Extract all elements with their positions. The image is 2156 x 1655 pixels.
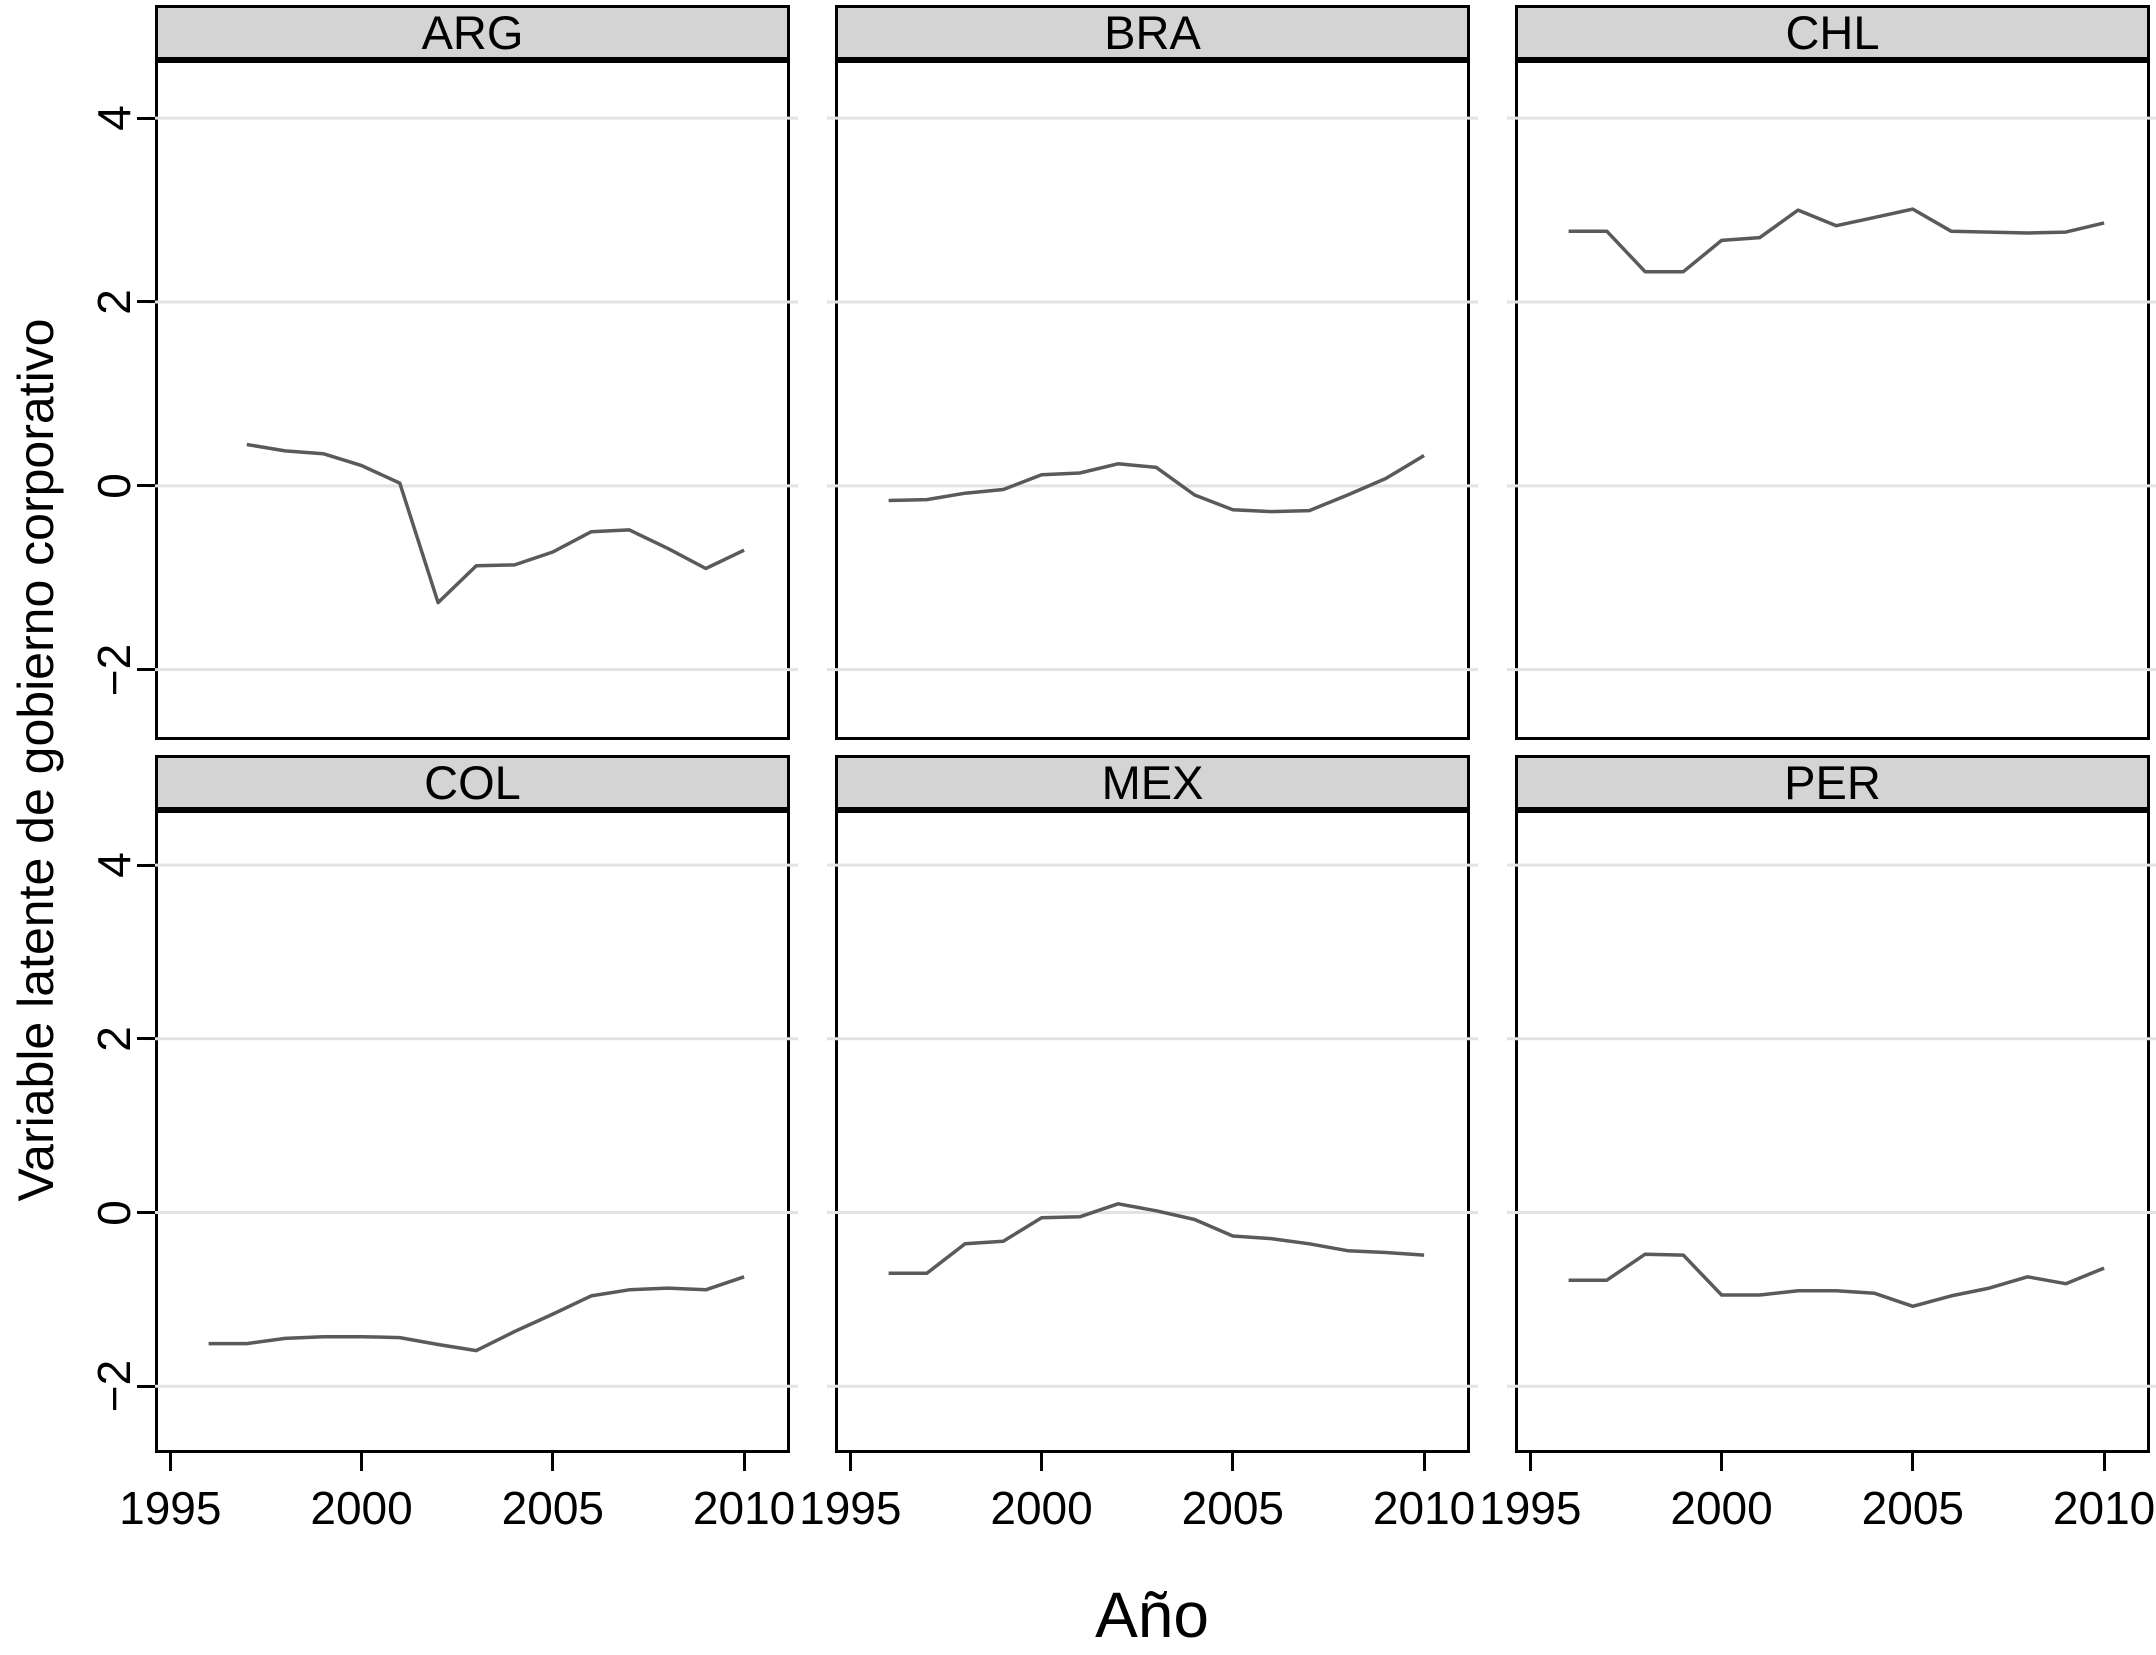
y-axis-tick-label: 4 [88,105,140,131]
facet-panel-arg: ARG 4 2 0 −2 [88,5,798,740]
x-axis-tick-label: 2000 [1670,1482,1773,1534]
y-axis-tick-label: 4 [88,852,140,878]
line-chart-svg [1507,116,2156,672]
x-axis-tick-label: 1995 [799,1482,902,1534]
y-axis-tick-label: 2 [88,289,140,315]
x-axis-tick-label: 2010 [692,1482,796,1534]
x-axis-tick [2102,1453,2106,1471]
facet-header: CHL [1515,5,2150,63]
facet-header: COL [155,755,790,813]
x-axis-tick [848,1453,852,1471]
line-chart-svg [1507,863,2156,1388]
facet-title: PER [1784,756,1881,809]
x-axis-tick [1231,1453,1235,1471]
facet-title: ARG [421,6,524,59]
y-axis-tick [137,863,155,867]
facet-panel-col: COL 4 2 0 −2 1995 2000 2005 2010 [88,755,798,1534]
y-axis-tick [137,116,155,120]
x-axis-tick-label: 2005 [1181,1482,1284,1534]
line-chart-svg [147,863,798,1388]
x-axis-tick [1720,1453,1724,1471]
series-line-chl [1568,207,2105,274]
x-axis-tick-label: 2000 [990,1482,1093,1534]
series-line-arg [246,442,745,605]
facet-title: COL [424,756,521,809]
x-axis-tick-label: 2000 [310,1482,413,1534]
x-axis-tick [1528,1453,1532,1471]
y-axis-tick-label: 2 [88,1026,140,1052]
x-axis-tick-label: 1995 [119,1482,222,1534]
x-axis-title: Año [1095,1579,1209,1651]
facet-title: MEX [1101,756,1204,809]
facet-panel-bra: BRA [827,5,1478,740]
facet-header: MEX [835,755,1470,813]
y-axis-tick-label: 0 [88,473,140,499]
series-line-per [1568,1252,2105,1309]
x-axis-tick [1422,1453,1426,1471]
x-axis-tick-label: 2005 [501,1482,604,1534]
facet-plot-area [1507,63,2156,740]
y-axis-tick [137,1384,155,1388]
facet-panel-chl: CHL [1507,5,2156,740]
y-axis-tick [137,1211,155,1214]
x-axis-tick [551,1453,555,1471]
facet-title: BRA [1104,6,1201,59]
y-axis-title: Variable latente de gobierno corporativo [8,318,64,1202]
x-axis-tick [742,1453,746,1471]
series-line-mex [888,1202,1425,1276]
facet-header: PER [1515,755,2150,813]
x-axis-tick-label: 2010 [2052,1482,2156,1534]
facet-title: CHL [1785,6,1880,59]
line-chart-svg [827,863,1478,1388]
facet-header: BRA [835,5,1470,63]
y-axis-tick [137,1037,155,1041]
x-axis-tick [168,1453,172,1471]
line-chart-svg [827,116,1478,672]
x-axis-tick-label: 1995 [1479,1482,1582,1534]
y-axis-tick-label: 0 [88,1199,140,1226]
series-line-bra [888,453,1426,514]
x-axis-tick-label: 2005 [1861,1482,1964,1534]
x-axis-tick [1040,1453,1044,1471]
facet-panel-per: PER 1995 2000 2005 2010 [1479,755,2156,1534]
y-axis-tick-label: −2 [88,1359,140,1413]
facet-header: ARG [155,5,790,63]
y-axis-tick-label: −2 [88,643,140,696]
series-line-col [208,1275,745,1353]
facet-panel-mex: MEX 1995 2000 2005 2010 [799,755,1478,1534]
x-axis-tick [360,1453,364,1471]
y-axis-tick [137,300,155,304]
x-axis-tick [1911,1453,1915,1471]
facet-plot-area [827,63,1478,740]
facet-plot-area: 1995 2000 2005 2010 [1479,813,2156,1534]
facet-plot-area: 4 2 0 −2 1995 2000 2005 2010 [88,813,798,1534]
y-axis-tick [137,668,155,672]
facet-plot-area: 1995 2000 2005 2010 [799,813,1478,1534]
facet-plot-area: 4 2 0 −2 [88,63,798,740]
x-axis-tick-label: 2010 [1372,1482,1476,1534]
line-chart-svg [147,116,798,672]
y-axis-tick [137,484,155,488]
